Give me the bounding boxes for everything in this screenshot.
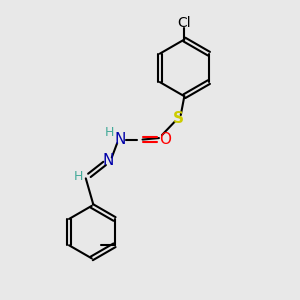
Text: N: N xyxy=(103,153,114,168)
Text: S: S xyxy=(173,111,184,126)
Text: H: H xyxy=(105,126,114,139)
Text: Cl: Cl xyxy=(178,16,191,30)
Text: O: O xyxy=(159,132,171,147)
Text: H: H xyxy=(74,170,83,183)
Text: N: N xyxy=(115,132,126,147)
